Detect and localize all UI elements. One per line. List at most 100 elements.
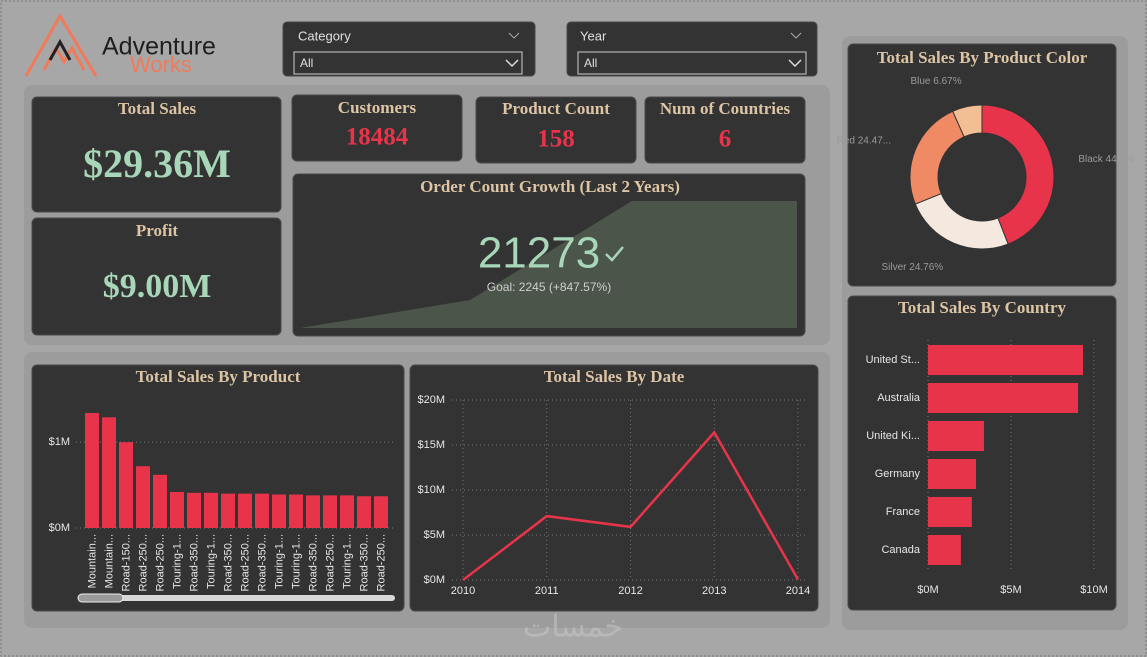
watermark: خمسات: [523, 610, 623, 645]
y-tick-label: $1M: [49, 436, 70, 448]
kpi-title: Num of Countries: [660, 99, 791, 118]
bar: [187, 492, 201, 528]
x-tick-label: Road-150...: [120, 534, 132, 591]
bar: [221, 493, 235, 528]
slicer[interactable]: Year All: [566, 21, 818, 77]
slice-category: Red: [837, 135, 855, 146]
slice-category: Blue: [910, 76, 930, 87]
bar: [102, 417, 116, 528]
slicer-label: Year: [580, 28, 607, 43]
kpi-value: 158: [537, 126, 575, 153]
chart-title: Total Sales By Product Color: [877, 48, 1088, 67]
y-tick-label: $0M: [424, 574, 445, 586]
bar: [204, 492, 218, 528]
kpi-title: Order Count Growth (Last 2 Years): [420, 177, 680, 196]
slice-label: Silver 24.76%: [881, 262, 943, 273]
x-tick-label: Touring-1...: [171, 534, 183, 589]
kpi-value: $29.36M: [83, 141, 231, 186]
donut-slice: [981, 104, 1055, 245]
slice-category: Black: [1078, 154, 1103, 165]
bar: [85, 413, 99, 528]
kpi-value: 18484: [346, 124, 409, 151]
y-tick-label: United St...: [866, 354, 920, 366]
x-tick-label: $0M: [917, 584, 938, 596]
slice-value: 24.76%: [909, 262, 943, 273]
chart-title: Total Sales By Product: [136, 367, 301, 386]
y-tick-label: $15M: [417, 439, 445, 451]
kpi-title: Profit: [136, 221, 179, 240]
slice-label: Blue 6.67%: [910, 76, 961, 87]
bar: [928, 497, 972, 527]
bar: [136, 466, 150, 528]
x-tick-label: $10M: [1080, 584, 1108, 596]
chart-card: [31, 364, 405, 612]
x-tick-label: 2010: [451, 585, 475, 597]
x-tick-label: Road-350...: [222, 534, 234, 591]
kpi-title: Product Count: [502, 99, 610, 118]
kpi-value: 21273: [478, 229, 600, 278]
x-tick-label: Road-250...: [324, 534, 336, 591]
slice-value: 24.47...: [858, 135, 891, 146]
bar: [928, 383, 1079, 413]
x-tick-label: Road-250...: [154, 534, 166, 591]
slice-label: Red 24.47...: [837, 135, 892, 146]
bar: [289, 494, 303, 528]
bar: [272, 494, 286, 528]
x-tick-label: Road-250...: [239, 534, 251, 591]
slice-value: 44.1%: [1106, 154, 1134, 165]
bar: [255, 493, 269, 528]
slice-value: 6.67%: [933, 76, 961, 87]
x-tick-label: 2014: [786, 585, 810, 597]
x-tick-label: Mountain...: [103, 534, 115, 588]
donut-slice: [952, 104, 983, 138]
chart-card: [847, 43, 1117, 287]
x-tick-label: 2012: [618, 585, 642, 597]
bar: [153, 474, 167, 528]
slicer[interactable]: Category All: [282, 21, 536, 77]
x-tick-label: 2013: [702, 585, 726, 597]
area-trend: [300, 201, 797, 328]
scrollbar-thumb[interactable]: [77, 593, 124, 603]
chart-title: Total Sales By Date: [544, 367, 685, 386]
dropdown[interactable]: [293, 51, 523, 75]
x-tick-label: Touring-1...: [205, 534, 217, 589]
y-tick-label: France: [886, 506, 920, 518]
bar: [928, 421, 984, 451]
slicer-value: All: [584, 56, 597, 70]
y-tick-label: United Ki...: [866, 430, 920, 442]
bar: [323, 495, 337, 528]
slicer-label: Category: [298, 28, 351, 43]
logo: Adventure Works: [24, 13, 216, 77]
dropdown[interactable]: [577, 51, 807, 75]
x-tick-label: Road-350...: [188, 534, 200, 591]
kpi-value: 6: [719, 126, 732, 153]
y-tick-label: $5M: [424, 529, 445, 541]
y-tick-label: Canada: [881, 544, 920, 556]
bar: [306, 495, 320, 528]
chart-card: [847, 295, 1117, 611]
x-tick-label: Touring-1...: [341, 534, 353, 589]
kpi-card: [475, 96, 637, 164]
bar: [170, 491, 184, 528]
kpi-title: Customers: [338, 98, 417, 117]
y-tick-label: Germany: [875, 468, 921, 480]
y-tick-label: $10M: [417, 484, 445, 496]
bar: [238, 493, 252, 528]
bar: [374, 496, 388, 528]
x-tick-label: Road-350...: [256, 534, 268, 591]
kpi-card: [31, 217, 282, 336]
bar: [928, 459, 976, 489]
y-tick-label: Australia: [877, 392, 921, 404]
x-tick-label: 2011: [535, 585, 559, 597]
slice-label: Black 44.1%: [1078, 154, 1134, 165]
kpi-card: [291, 94, 463, 162]
x-tick-label: Road-250...: [375, 534, 387, 591]
chart-card: [409, 364, 819, 612]
kpi-goal: Goal: 2245 (+847.57%): [487, 280, 611, 294]
chart-title: Total Sales By Country: [898, 298, 1066, 317]
logo-text: Adventure: [102, 33, 216, 61]
bar: [119, 442, 133, 528]
scrollbar[interactable]: [78, 595, 395, 601]
bar: [340, 495, 354, 528]
